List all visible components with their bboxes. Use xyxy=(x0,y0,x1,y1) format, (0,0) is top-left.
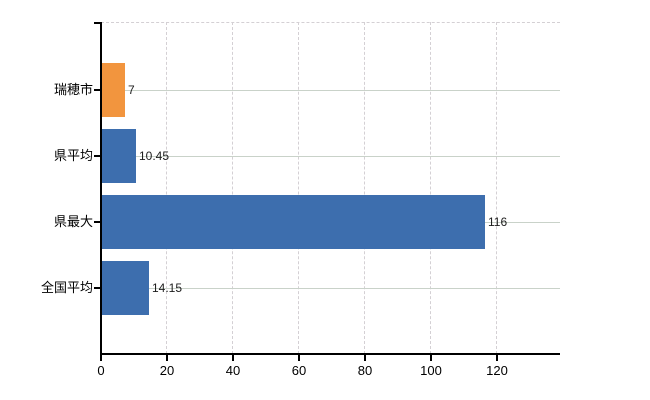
y-tick xyxy=(94,89,100,91)
category-label-県平均: 県平均 xyxy=(53,148,93,163)
y-axis-top-tick xyxy=(94,22,100,24)
y-tick xyxy=(94,221,100,223)
vertical-gridline xyxy=(298,22,299,354)
bar-value-label: 7 xyxy=(128,83,135,97)
x-tick-label: 40 xyxy=(225,363,241,378)
x-tick xyxy=(232,355,234,361)
x-tick xyxy=(100,355,102,361)
horizontal-gridline xyxy=(101,90,560,91)
bar-value-label: 116 xyxy=(488,215,508,229)
x-tick-label: 0 xyxy=(97,363,105,378)
x-tick-label: 20 xyxy=(159,363,175,378)
x-tick-label: 60 xyxy=(291,363,307,378)
x-tick xyxy=(298,355,300,361)
bar-県最大 xyxy=(102,195,485,249)
x-tick-label: 120 xyxy=(486,363,508,378)
x-tick xyxy=(496,355,498,361)
x-tick xyxy=(364,355,366,361)
vertical-gridline xyxy=(364,22,365,354)
category-label-全国平均: 全国平均 xyxy=(40,280,93,295)
category-label-瑞穂市: 瑞穂市 xyxy=(53,82,93,97)
bar-瑞穂市 xyxy=(102,63,125,117)
vertical-gridline xyxy=(496,22,497,354)
vertical-gridline xyxy=(166,22,167,354)
category-label-県最大: 県最大 xyxy=(53,214,93,229)
x-tick xyxy=(430,355,432,361)
x-axis-line xyxy=(100,353,560,355)
bar-全国平均 xyxy=(102,261,149,315)
vertical-gridline xyxy=(232,22,233,354)
x-tick-label: 100 xyxy=(420,363,442,378)
y-axis-line xyxy=(100,22,102,355)
bar-県平均 xyxy=(102,129,136,183)
x-tick-label: 80 xyxy=(357,363,373,378)
y-tick xyxy=(94,155,100,157)
x-tick xyxy=(166,355,168,361)
horizontal-gridline xyxy=(101,156,560,157)
vertical-gridline xyxy=(430,22,431,354)
bar-value-label: 14.15 xyxy=(152,281,183,295)
plot-top-border xyxy=(101,22,560,23)
horizontal-gridline xyxy=(101,288,560,289)
y-tick xyxy=(94,287,100,289)
bar-value-label: 10.45 xyxy=(139,149,170,163)
